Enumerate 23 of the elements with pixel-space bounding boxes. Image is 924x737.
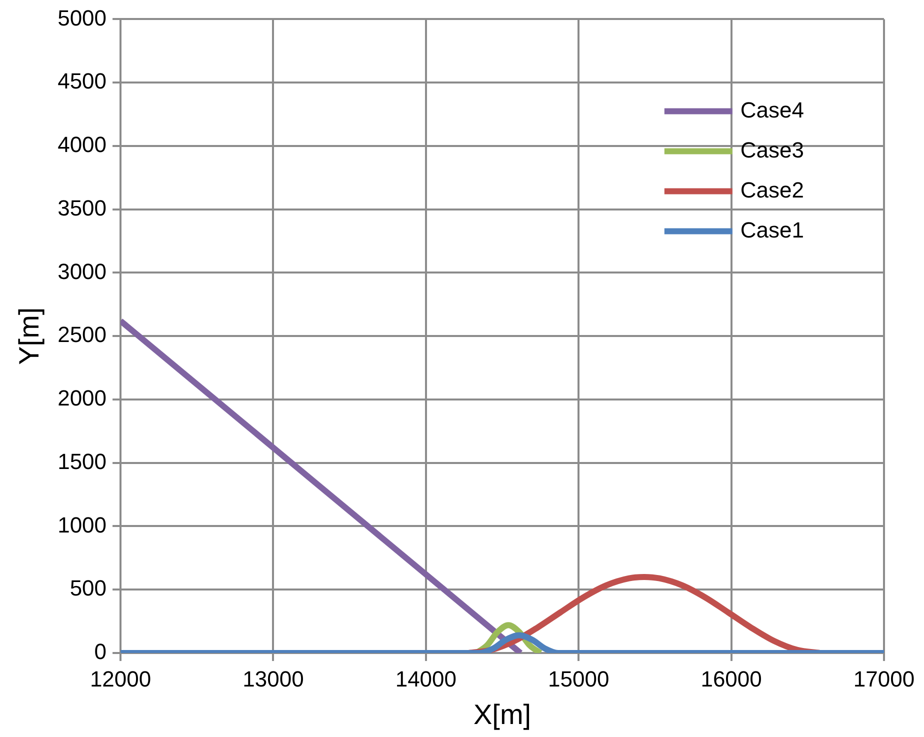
x-axis-title: X[m] bbox=[473, 698, 532, 730]
y-tick-label: 4500 bbox=[58, 68, 107, 94]
legend-label: Case2 bbox=[740, 177, 804, 202]
y-tick-label: 3500 bbox=[58, 195, 107, 220]
y-tick-label: 2500 bbox=[58, 322, 107, 348]
y-axis-title: Y[m] bbox=[14, 307, 45, 365]
y-tick-label: 4000 bbox=[58, 132, 107, 158]
legend-label: Case1 bbox=[740, 217, 804, 242]
y-tick-label: 0 bbox=[94, 639, 107, 664]
x-tick-label: 15000 bbox=[548, 666, 610, 692]
legend-label: Case3 bbox=[740, 137, 804, 162]
y-tick-label: 3000 bbox=[58, 258, 107, 284]
y-tick-label: 1500 bbox=[58, 448, 107, 474]
x-tick-label: 14000 bbox=[395, 666, 457, 692]
y-tick-label: 5000 bbox=[58, 5, 107, 30]
legend-label: Case4 bbox=[740, 97, 804, 122]
x-tick-label: 12000 bbox=[90, 666, 152, 692]
y-tick-label: 2000 bbox=[58, 386, 107, 411]
x-tick-label: 17000 bbox=[853, 666, 915, 692]
x-tick-label: 13000 bbox=[242, 666, 304, 692]
x-tick-label: 16000 bbox=[700, 666, 762, 692]
y-tick-label: 1000 bbox=[58, 512, 107, 538]
y-tick-label: 500 bbox=[70, 576, 107, 601]
